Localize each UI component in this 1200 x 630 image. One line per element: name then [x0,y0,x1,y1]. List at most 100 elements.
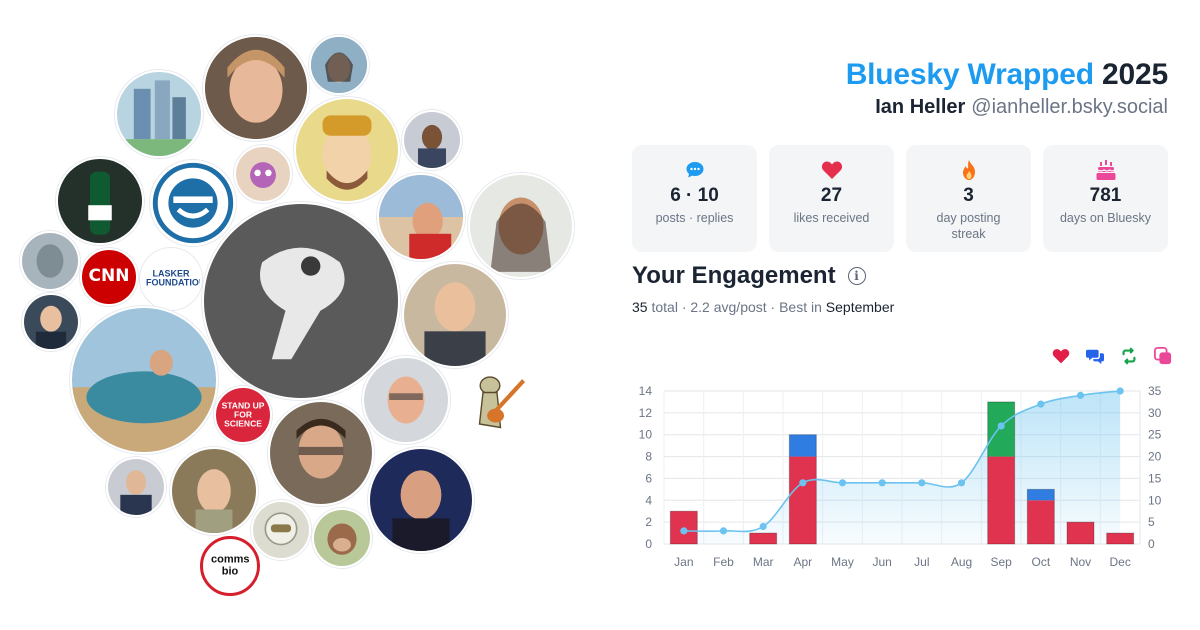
avatar[interactable] [22,293,80,351]
cumulative-point [759,522,767,531]
bar-likes [1027,500,1055,544]
avatar-lasker[interactable]: LASKER FOUNDATION [140,248,202,310]
avatar[interactable] [294,97,400,203]
legend-likes-toggle[interactable] [1052,347,1070,365]
bar-likes [1067,522,1094,544]
info-icon[interactable]: i [847,267,866,285]
avatar[interactable] [251,500,311,560]
avatar[interactable] [106,457,166,517]
bar-outline [788,434,817,545]
x-tick-label: Jul [914,555,929,569]
avatar[interactable] [268,400,374,506]
engagement-title-text: Your Engagement [632,262,836,289]
avatar[interactable] [309,35,369,95]
avatar[interactable] [70,306,218,454]
avatar[interactable] [362,356,450,444]
engagement-summary: 35 total · 2.2 avg/post · Best in Septem… [632,299,894,315]
y-tick-label-right: 10 [1148,493,1162,507]
y-tick-label-left: 4 [645,493,652,507]
x-tick-label: Mar [753,555,774,569]
cumulative-point [997,422,1005,430]
engagement-total-word: total [651,299,678,315]
y-tick-label-left: 0 [645,537,652,551]
y-tick-label-right: 35 [1148,384,1162,398]
bar-outline [1066,521,1095,545]
x-tick-label: Apr [793,555,812,569]
stat-days: 781 days on Bluesky [1043,145,1168,252]
avatar[interactable] [150,160,236,246]
y-tick-label-left: 6 [645,471,652,485]
user-handle[interactable]: @ianheller.bsky.social [971,96,1168,118]
y-tick-label-right: 15 [1148,471,1162,485]
chat-bubble-icon [632,159,757,181]
cake-icon [1043,159,1168,181]
avatar[interactable] [468,173,574,279]
y-tick-label-left: 14 [639,384,653,398]
title-brand: Bluesky Wrapped [845,58,1094,91]
x-tick-label: Jan [674,555,693,569]
cumulative-point [878,479,886,487]
cumulative-point [680,527,688,535]
bar-replies [789,434,817,457]
avatar-cnn[interactable]: CNN [80,248,138,306]
y-tick-label-left: 8 [645,450,652,464]
bar-outline [749,532,778,545]
bar-outline [1106,532,1135,545]
stat-label: likes received [793,211,870,225]
avatar[interactable] [368,447,474,553]
x-tick-label: Dec [1109,555,1130,569]
stat-streak: 3 day posting streak [906,145,1031,252]
heart-icon [1052,349,1070,364]
cumulative-point [719,527,728,535]
cumulative-point [1037,400,1045,408]
stat-value: 27 [820,185,843,206]
avatar-label: CNN [88,266,130,287]
bar-likes [1106,533,1134,544]
flame-icon [906,159,1031,181]
legend-quotes-toggle[interactable] [1154,347,1172,365]
stat-posts: 6 · 10 posts · replies [632,145,757,252]
avatar[interactable] [56,157,144,245]
engagement-best-month: September [825,299,895,315]
avatar[interactable] [203,35,309,141]
engagement-total: 35 [632,299,648,315]
reply-bubbles-icon [1086,349,1104,365]
stat-value: 3 [963,185,974,206]
avatar[interactable] [462,368,532,438]
legend-replies-toggle[interactable] [1086,347,1104,365]
user-line: Ian Heller @ianheller.bsky.social [846,96,1168,119]
avatar[interactable] [170,447,258,535]
y-tick-label-right: 25 [1148,428,1162,442]
avatar-label: comms bio [211,553,250,577]
quote-icon [1154,347,1172,365]
stat-likes: 27 likes received [769,145,894,252]
cumulative-line [680,387,1124,535]
avatar-cluster: CNN LASKER FOUNDATION STAND UP FOR SCIEN… [20,35,574,596]
avatar[interactable] [202,202,400,400]
avatar-stand-up-for-science[interactable]: STAND UP FOR SCIENCE [214,386,272,444]
legend-reposts-toggle[interactable] [1120,347,1138,365]
y-tick-label-left: 2 [645,515,652,529]
x-tick-label: Nov [1070,555,1091,569]
avatar[interactable] [115,70,203,158]
bar-likes [789,456,817,544]
y-tick-label-right: 5 [1148,515,1155,529]
avatar[interactable] [402,262,508,368]
x-tick-label: Feb [713,555,734,569]
bar-replies [1027,489,1055,501]
title-year: 2025 [1102,58,1168,91]
y-tick-label-left: 12 [639,406,653,420]
avatar[interactable] [377,173,465,261]
avatar-comms-bio[interactable]: comms bio [200,536,260,596]
stat-label: day posting streak [936,211,1001,242]
avatar[interactable] [20,231,80,291]
avatar-label: STAND UP FOR SCIENCE [221,400,265,429]
y-tick-label-right: 20 [1148,450,1162,464]
avatar[interactable] [402,110,462,170]
avatar[interactable] [234,145,292,203]
avatar[interactable] [312,508,372,568]
cumulative-point [957,479,966,487]
y-tick-label-left: 10 [639,428,653,442]
engagement-title: Your Engagement i [632,262,866,290]
user-name: Ian Heller [875,96,966,118]
